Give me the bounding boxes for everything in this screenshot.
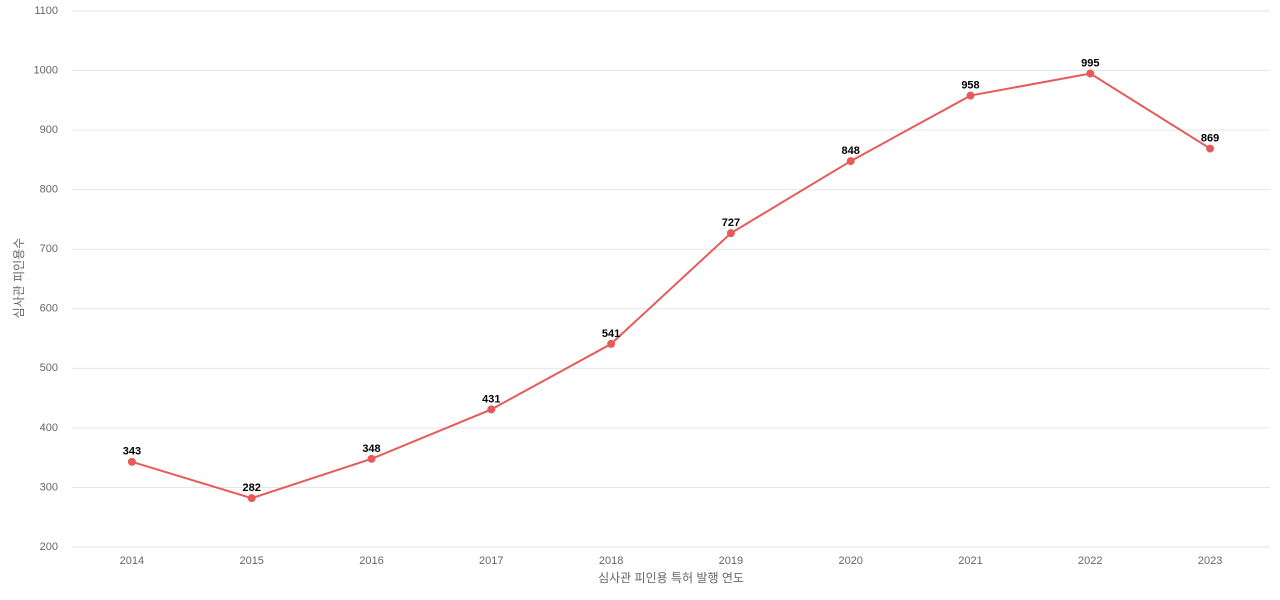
data-point [726, 229, 735, 238]
data-label: 541 [602, 328, 620, 340]
data-label: 995 [1081, 57, 1099, 69]
x-tick-label: 2016 [359, 555, 383, 567]
data-point [487, 405, 496, 414]
x-tick-label: 2017 [479, 555, 503, 567]
data-label: 869 [1201, 132, 1219, 144]
data-line [131, 72, 1211, 500]
x-tick-label: 2019 [719, 555, 743, 567]
x-tick-label: 2015 [239, 555, 263, 567]
y-tick-label: 1100 [34, 5, 58, 17]
x-tick-label: 2023 [1198, 555, 1222, 567]
data-point [966, 91, 975, 100]
x-tick-label: 2018 [599, 555, 623, 567]
data-point [247, 494, 256, 503]
data-label: 343 [123, 446, 141, 458]
x-axis-title: 심사관 피인용 특허 발행 연도 [598, 570, 744, 585]
y-tick-label: 500 [40, 362, 58, 374]
x-tick-label: 2022 [1078, 555, 1102, 567]
y-tick-label: 1000 [34, 64, 58, 76]
data-label: 848 [842, 145, 860, 157]
x-tick-label: 2021 [958, 555, 982, 567]
y-tick-label: 900 [40, 124, 58, 136]
y-axis-title: 심사관 피인용수 [12, 238, 26, 319]
data-label: 727 [722, 217, 740, 229]
data-point [1086, 69, 1095, 78]
data-point [127, 457, 136, 466]
y-tick-label: 200 [40, 541, 58, 553]
x-tick-label: 2020 [838, 555, 862, 567]
data-label: 431 [482, 393, 500, 405]
data-point [367, 454, 376, 463]
y-tick-label: 300 [40, 481, 58, 493]
y-tick-label: 400 [40, 422, 58, 434]
y-tick-label: 700 [40, 243, 58, 255]
y-tick-label: 800 [40, 184, 58, 196]
x-tick-label: 2014 [120, 555, 144, 567]
data-point [1206, 144, 1215, 153]
data-label: 282 [243, 482, 261, 494]
data-point [846, 157, 855, 166]
data-point [607, 339, 616, 348]
data-label: 958 [961, 79, 979, 91]
data-label: 348 [362, 443, 380, 455]
y-tick-label: 600 [40, 303, 58, 315]
